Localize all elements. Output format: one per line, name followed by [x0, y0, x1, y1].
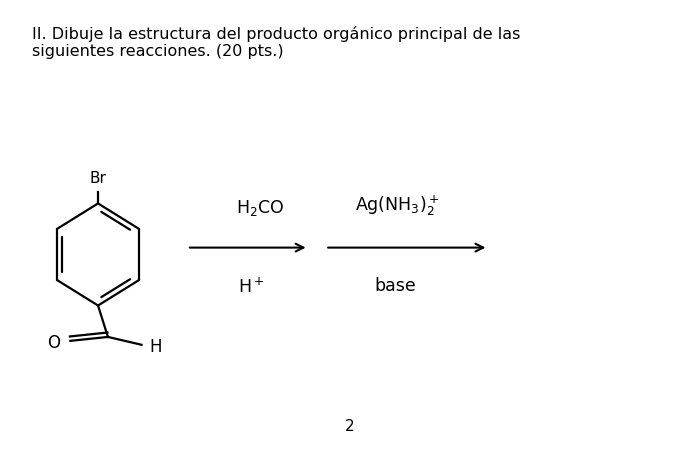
Text: O: O [48, 334, 60, 352]
Text: II. Dibuje la estructura del producto orgánico principal de las
siguientes reacc: II. Dibuje la estructura del producto or… [32, 26, 520, 59]
Text: base: base [374, 277, 416, 295]
Text: $\mathregular{H^+}$: $\mathregular{H^+}$ [238, 277, 265, 296]
Text: H: H [149, 338, 162, 356]
Text: $\mathregular{H_2CO}$: $\mathregular{H_2CO}$ [237, 198, 285, 218]
Text: 2: 2 [345, 419, 355, 434]
Text: $\mathregular{Ag(NH_3)_2^+}$: $\mathregular{Ag(NH_3)_2^+}$ [355, 194, 440, 218]
Text: Br: Br [90, 171, 106, 186]
